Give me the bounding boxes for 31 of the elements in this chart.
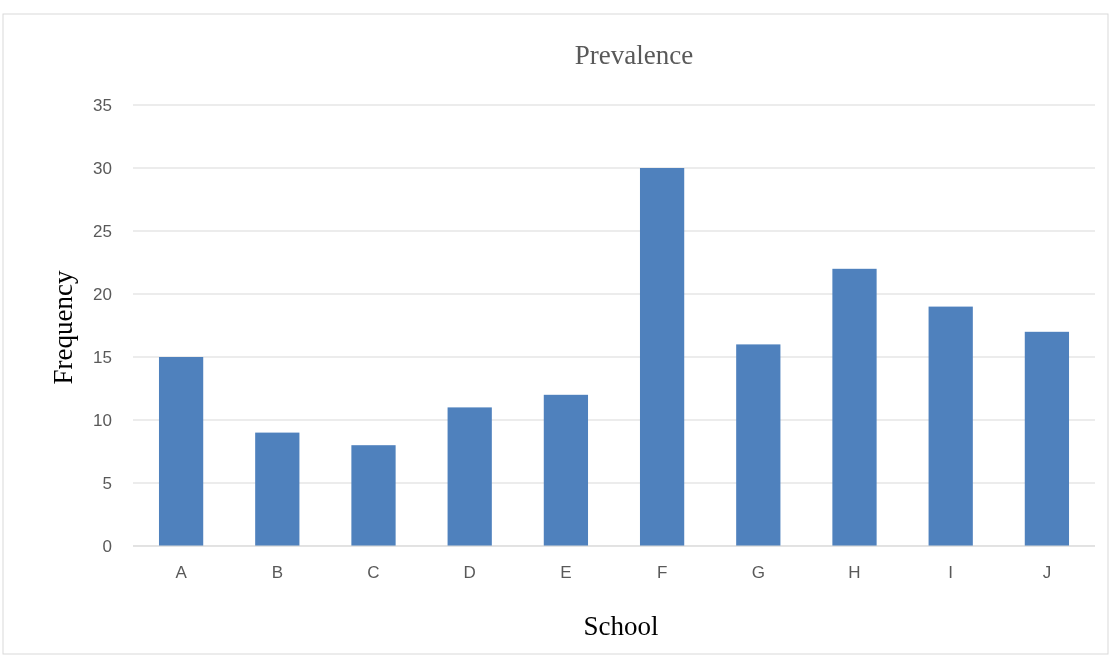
x-tick-label: I — [948, 563, 954, 582]
x-tick-label: H — [848, 563, 861, 582]
x-tick-label: B — [271, 563, 283, 582]
bar — [1024, 331, 1070, 546]
y-tick-label: 0 — [102, 536, 112, 556]
bar — [832, 268, 877, 546]
x-tick-label: E — [560, 563, 572, 582]
x-tick-label: F — [656, 563, 668, 582]
bar — [447, 407, 492, 546]
bar — [928, 306, 973, 546]
bar — [255, 432, 300, 546]
chart-title: Prevalence — [574, 40, 694, 70]
y-tick-label: 25 — [93, 221, 112, 241]
bar — [639, 168, 685, 546]
x-tick-label: G — [751, 563, 765, 582]
bar — [158, 357, 204, 546]
y-axis-title: Frequency — [48, 270, 78, 385]
y-tick-label: 20 — [93, 284, 112, 304]
y-tick-label: 15 — [93, 347, 112, 367]
bar — [543, 394, 589, 546]
x-tick-label: C — [367, 563, 380, 582]
y-tick-label: 30 — [93, 158, 112, 178]
y-tick-label: 5 — [102, 473, 112, 493]
x-tick-label: J — [1042, 563, 1052, 582]
bar — [736, 344, 781, 546]
y-tick-label: 35 — [93, 95, 112, 115]
x-axis-title: School — [583, 611, 659, 641]
x-tick-label: D — [463, 563, 476, 582]
bar — [351, 445, 396, 546]
y-tick-label: 10 — [93, 410, 112, 430]
x-tick-label: A — [175, 563, 188, 582]
